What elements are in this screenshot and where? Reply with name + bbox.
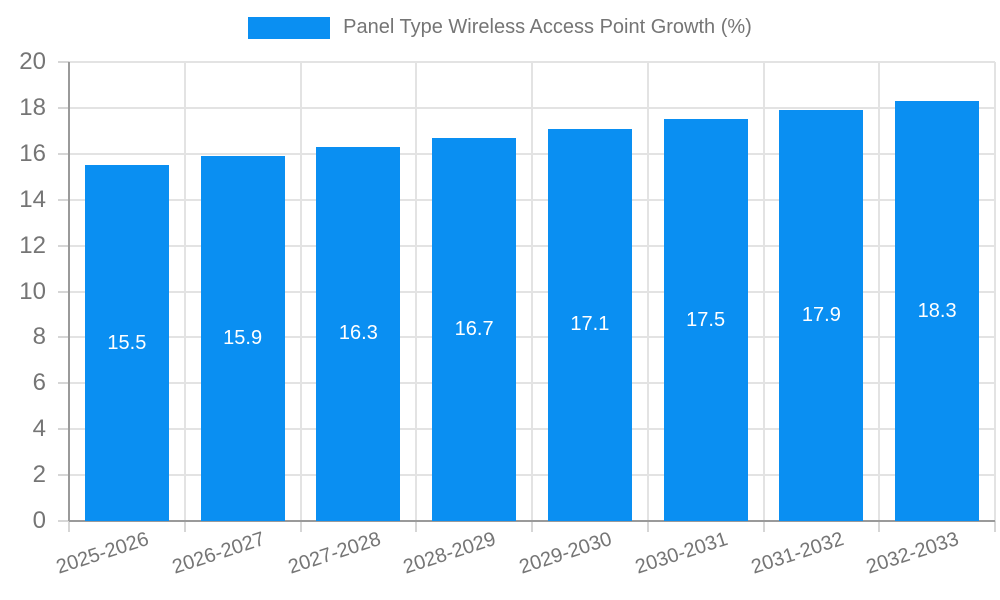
y-tick-mark [58,428,69,431]
x-tick-mark [762,521,765,532]
bar[interactable]: 15.5 [84,165,169,521]
y-tick-label: 10 [19,277,46,305]
x-gridline [878,62,881,521]
bar-value-label: 17.5 [686,308,726,331]
x-tick-label: 2032-2033 [864,528,962,579]
bar[interactable]: 16.3 [316,146,401,521]
x-tick-label: 2029-2030 [516,528,615,579]
bar-value-label: 15.9 [223,327,263,350]
x-gridline [531,62,533,521]
legend-item[interactable]: Panel Type Wireless Access Point Growth … [248,16,752,39]
y-tick-mark [58,382,69,385]
y-tick-label: 20 [19,48,46,75]
x-tick-mark [68,521,70,532]
x-tick-label: 2025-2026 [53,528,152,579]
y-tick-mark [58,244,69,247]
x-tick-label: 2027-2028 [285,528,384,579]
x-tick-mark [415,521,418,532]
y-axis-line [68,62,70,521]
x-tick-label: 2026-2027 [169,528,268,579]
bar-value-label: 18.3 [917,299,957,322]
y-tick-label: 14 [19,185,46,213]
x-tick-label: 2030-2031 [632,528,731,579]
x-gridline [299,62,302,521]
x-tick-mark [183,521,186,532]
x-gridline [646,62,649,521]
y-tick-mark [58,290,69,293]
y-tick-mark [58,106,69,109]
bar[interactable]: 15.9 [200,156,285,521]
bar[interactable]: 17.1 [547,128,632,521]
bar[interactable]: 17.5 [663,119,748,521]
y-tick-label: 8 [32,323,46,351]
x-gridline [183,62,186,521]
legend: Panel Type Wireless Access Point Growth … [0,16,1000,39]
y-tick-label: 12 [19,231,46,259]
legend-swatch [248,16,331,39]
x-tick-mark [878,521,881,532]
y-tick-mark [58,336,69,339]
bar-value-label: 15.5 [107,331,147,354]
y-tick-mark [58,520,69,522]
y-tick-mark [58,198,69,201]
x-gridline [994,62,996,521]
y-tick-label: 16 [19,139,46,167]
y-tick-label: 18 [19,93,46,121]
x-tick-label: 2028-2029 [401,528,499,579]
bar[interactable]: 16.7 [432,137,517,521]
x-tick-mark [994,521,996,532]
legend-label: Panel Type Wireless Access Point Growth … [343,16,752,38]
x-tick-mark [299,521,302,532]
x-gridline [762,62,765,521]
bar[interactable]: 18.3 [895,101,980,521]
bar-value-label: 16.3 [338,322,378,345]
x-gridline [415,62,418,521]
bar-value-label: 17.9 [801,304,841,327]
y-tick-mark [58,152,69,155]
bar-value-label: 17.1 [570,313,610,336]
y-tick-label: 4 [32,415,46,443]
y-tick-label: 6 [32,369,46,397]
plot-area: 15.5 15.9 16.3 16.7 17.1 17.5 17.9 18.3 [58,61,996,532]
y-tick-label: 0 [32,507,46,534]
bar-value-label: 16.7 [454,317,494,340]
x-tick-mark [531,521,533,532]
bar[interactable]: 17.9 [779,110,864,521]
x-tick-label: 2031-2032 [748,528,847,579]
y-tick-mark [58,61,69,63]
y-tick-mark [58,474,69,477]
x-axis-line [69,520,995,522]
y-tick-label: 2 [32,461,46,489]
x-tick-mark [646,521,649,532]
